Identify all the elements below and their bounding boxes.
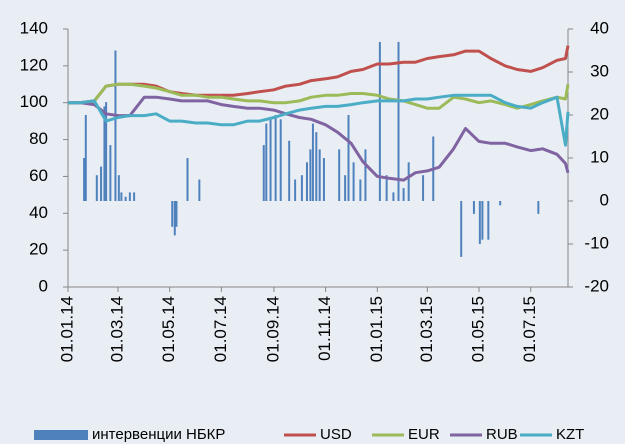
bar [315,132,318,201]
bar [103,106,106,201]
x-tick-label: 01.09.14 [263,296,282,362]
bar [83,158,86,201]
y-tick-label: 60 [29,166,48,185]
bar [499,201,502,206]
bar [117,175,120,201]
bar [487,201,490,240]
bar [318,149,321,201]
bar [109,145,112,201]
bar [120,192,123,201]
bar [171,201,174,227]
bar [481,201,484,240]
bar [95,175,98,201]
line [68,95,570,182]
y2-tick-label: 0 [600,190,609,209]
bar [84,115,87,201]
legend-label: KZT [556,426,584,443]
bar [359,179,362,201]
legend-swatch [34,430,88,440]
bar [407,162,410,201]
y2-tick-label: -10 [584,233,609,252]
bar [300,175,303,201]
line [68,93,570,147]
x-tick-label: 01.01.14 [57,296,76,362]
x-tick-label: 01.05.14 [159,296,178,362]
y-tick-label: 20 [29,240,48,259]
bar [460,201,463,257]
y-tick-label: 80 [29,129,48,148]
y-tick-label: 120 [20,55,48,74]
bar [279,119,282,201]
bar [105,102,108,201]
line [68,45,570,105]
bar [322,158,325,201]
bar [378,41,381,202]
bar [402,188,405,201]
bar [100,166,103,201]
x-tick-label: 01.11.14 [315,296,334,361]
x-tick-label: 01.03.15 [417,296,436,362]
line [68,82,570,110]
y2-tick-label: -20 [584,276,609,295]
bar [124,196,127,201]
legend-label: RUB [486,426,518,443]
y-tick-label: 140 [20,18,48,37]
x-tick-label: 01.07.15 [520,296,539,362]
bar [352,162,355,201]
bar [186,158,189,201]
bar [114,50,117,201]
bar [269,119,272,201]
x-tick-label: 01.07.14 [211,296,230,362]
bar [294,179,297,201]
bar [305,162,308,201]
bar [173,201,176,236]
x-tick-label: 01.05.15 [469,296,488,362]
y-tick-label: 40 [29,203,48,222]
bar [344,175,347,201]
bar [392,192,395,201]
bar [347,115,350,201]
bar [472,201,475,214]
bar [288,140,291,201]
legend-label: интервенции НБКР [92,426,225,443]
bar [537,201,540,214]
x-tick-label: 01.01.15 [367,296,386,362]
bar [338,149,341,201]
bar [262,145,265,201]
bar [478,201,481,244]
bar [274,115,277,201]
bar [175,201,178,227]
y2-tick-label: 30 [590,61,609,80]
bar [309,149,312,201]
legend-label: USD [320,426,352,443]
bar [198,179,201,201]
bar [128,192,131,201]
y2-tick-label: 10 [590,147,609,166]
bar [422,175,425,201]
y2-tick-label: 20 [590,104,609,123]
bar [265,123,268,201]
y2-tick-label: 40 [590,18,609,37]
y-tick-label: 100 [20,92,48,111]
bar [385,175,388,201]
y-tick-label: 0 [39,276,48,295]
legend-label: EUR [408,426,440,443]
bar [364,149,367,201]
bar [397,41,400,202]
x-tick-label: 01.03.14 [107,296,126,362]
bar [311,123,314,201]
bar [133,192,136,201]
